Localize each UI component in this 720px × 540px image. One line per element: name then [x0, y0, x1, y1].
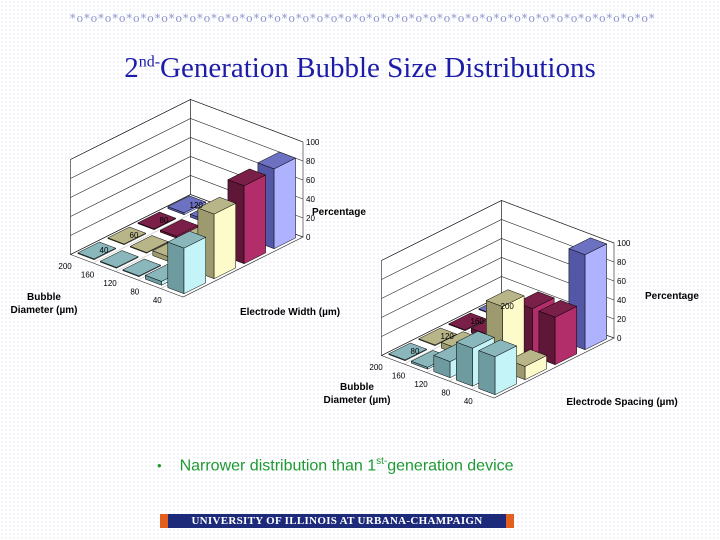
- series-tick-label: 40: [100, 246, 109, 255]
- bullet-dot: •: [157, 458, 162, 474]
- z-axis-title: Percentage: [645, 291, 699, 302]
- bar-top: [448, 312, 488, 331]
- y-axis-title: Electrode Width (µm): [240, 307, 340, 318]
- bar: [122, 258, 162, 278]
- bar: [167, 195, 207, 216]
- category-tick-label: 120: [414, 380, 428, 389]
- bar-side: [478, 350, 496, 396]
- title-rest: Generation Bubble Size Distributions: [160, 52, 596, 84]
- category-tick-label: 120: [103, 279, 117, 288]
- bar: [197, 196, 237, 280]
- x-axis-title: Diameter (µm): [11, 305, 78, 316]
- bar: [388, 342, 428, 362]
- bar-top: [122, 258, 162, 277]
- bar: [538, 300, 578, 366]
- z-tick-label: 40: [617, 296, 626, 305]
- gridline: [381, 200, 615, 261]
- bar: [167, 230, 207, 295]
- chart-2: 0 20 40 60 80 100 40 80 120 160 200 80 120 160 200 Perc…: [324, 200, 699, 408]
- bar-front: [273, 157, 296, 250]
- bar: [478, 339, 518, 396]
- slide-title: 2nd-Generation Bubble Size Distributions: [0, 52, 720, 85]
- bar-top: [159, 219, 199, 237]
- bar-top: [129, 235, 169, 253]
- z-tick-label: 20: [306, 214, 315, 223]
- bullet-text-a: Narrower distribution than 1: [179, 457, 377, 475]
- bar-top: [485, 289, 525, 307]
- bar-top: [167, 230, 207, 249]
- bar-top: [227, 168, 267, 187]
- footer-text: UNIVERSITY OF ILLINOIS AT URBANA-CHAMPAI…: [191, 515, 483, 527]
- bar-top: [568, 237, 608, 255]
- series-tick-label: 80: [160, 216, 169, 225]
- z-tick-label: 80: [617, 258, 626, 267]
- bar-side: [456, 341, 473, 387]
- z-tick-label: 0: [617, 334, 622, 343]
- x-axis-title: Bubble: [27, 292, 61, 303]
- chart-1: 0 20 40 60 80 100 40 80 120 160 200 40 60 80 120 Percen…: [11, 99, 366, 318]
- bar: [99, 250, 139, 269]
- bar-side: [167, 241, 185, 295]
- bar: [568, 237, 608, 351]
- bar-top: [99, 250, 139, 268]
- z-tick-label: 60: [617, 277, 626, 286]
- bar-top: [478, 339, 518, 357]
- footer-left-cap: [160, 514, 168, 528]
- bar-top: [167, 195, 207, 214]
- z-tick-label: 20: [617, 315, 626, 324]
- category-tick-label: 40: [153, 296, 162, 305]
- gridline: [70, 99, 304, 160]
- z-tick-label: 40: [306, 195, 315, 204]
- bar: [129, 235, 169, 254]
- footer-right-cap: [505, 514, 514, 528]
- x-axis-title: Bubble: [340, 382, 374, 393]
- bar-top: [77, 241, 117, 260]
- series-tick-label: 120: [441, 332, 455, 341]
- bar-top: [538, 300, 578, 318]
- x-axis-title: Diameter (µm): [324, 395, 391, 406]
- bullet-text-b: generation device: [387, 457, 514, 475]
- z-tick-label: 100: [306, 138, 320, 147]
- bar-top: [137, 211, 177, 230]
- bar-top: [418, 327, 458, 346]
- bar-front: [243, 174, 266, 265]
- series-tick-label: 60: [130, 231, 139, 240]
- category-tick-label: 200: [58, 262, 72, 271]
- series-tick-label: 160: [471, 317, 485, 326]
- category-tick-label: 80: [130, 287, 139, 296]
- z-tick-label: 0: [306, 233, 311, 242]
- bullet-point: • Narrower distribution than 1st-generati…: [157, 456, 514, 475]
- z-tick-label: 80: [306, 157, 315, 166]
- bar-top: [455, 331, 495, 349]
- title-superscript: nd-: [138, 53, 161, 71]
- university-footer-bar: UNIVERSITY OF ILLINOIS AT URBANA-CHAMPAI…: [160, 514, 514, 528]
- title-prefix: 2: [124, 52, 139, 84]
- bar-top: [388, 342, 428, 361]
- bar-front: [213, 202, 236, 280]
- z-tick-label: 100: [617, 239, 631, 248]
- bullet-superscript: st-: [376, 456, 388, 467]
- category-tick-label: 160: [392, 371, 406, 380]
- bar: [77, 241, 117, 261]
- top-ornament: *o*o*o*o*o*o*o*o*o*o*o*o*o*o*o*o*o*o*o*o…: [70, 12, 655, 25]
- gridline: [70, 118, 304, 179]
- bar: [107, 226, 147, 246]
- bar: [137, 211, 177, 231]
- bar-front: [584, 243, 607, 351]
- category-tick-label: 200: [369, 363, 383, 372]
- bar-top: [107, 226, 147, 245]
- category-tick-label: 80: [441, 388, 450, 397]
- series-tick-label: 120: [190, 201, 204, 210]
- category-tick-label: 40: [464, 397, 473, 406]
- z-tick-label: 60: [306, 176, 315, 185]
- bar-top: [257, 151, 297, 170]
- y-axis-title: Electrode Spacing (µm): [566, 397, 677, 408]
- series-tick-label: 80: [411, 347, 420, 356]
- category-tick-label: 160: [81, 270, 95, 279]
- bar-top: [197, 196, 237, 215]
- z-axis-title: Percentage: [312, 207, 366, 218]
- series-tick-label: 200: [501, 302, 515, 311]
